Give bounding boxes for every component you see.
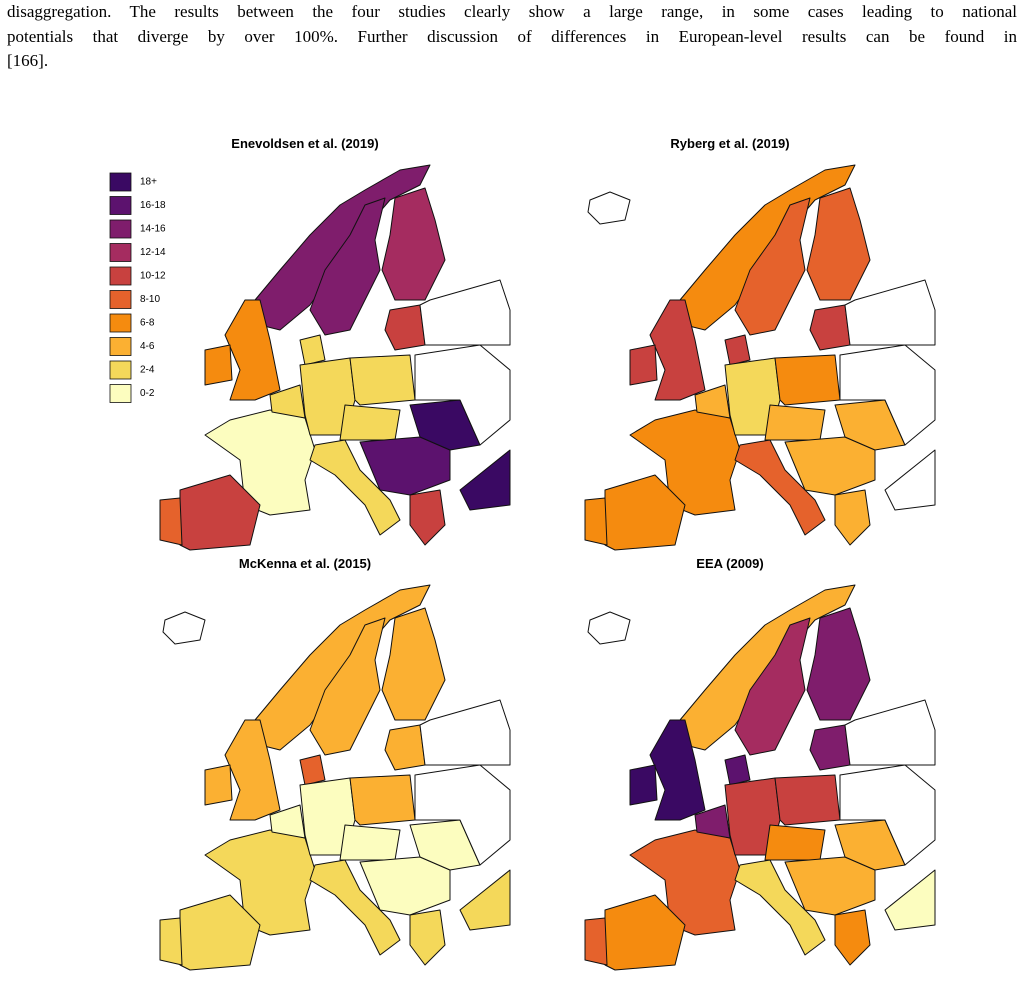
country <box>349 354 416 406</box>
country <box>159 917 183 966</box>
panel-title: EEA (2009) <box>696 556 763 571</box>
country <box>834 819 906 871</box>
country <box>381 607 446 721</box>
country <box>724 754 751 786</box>
legend-swatch <box>109 219 132 239</box>
country <box>384 304 426 351</box>
country <box>884 449 936 511</box>
legend-swatch <box>109 243 132 262</box>
country <box>419 699 511 766</box>
panel-title: McKenna et al. (2015) <box>239 556 371 571</box>
map <box>159 584 511 971</box>
country <box>299 754 326 786</box>
country <box>309 859 401 956</box>
country <box>339 824 401 861</box>
country <box>834 909 871 966</box>
country <box>734 197 811 336</box>
country <box>269 804 306 839</box>
country <box>339 404 401 441</box>
country <box>834 489 871 546</box>
country <box>724 334 751 366</box>
country <box>884 869 936 931</box>
country <box>809 724 851 771</box>
country <box>629 344 658 386</box>
country <box>839 764 936 866</box>
country <box>204 764 233 806</box>
country <box>162 611 206 645</box>
country <box>409 909 446 966</box>
country <box>844 279 936 346</box>
country <box>587 191 631 225</box>
map <box>584 164 936 551</box>
legend-label: 2-4 <box>140 365 155 376</box>
country <box>806 607 871 721</box>
country <box>414 344 511 446</box>
paragraph: disaggregation. The results between the … <box>7 0 1017 74</box>
country <box>381 187 446 301</box>
country <box>584 497 608 546</box>
legend-swatch <box>109 360 132 380</box>
country <box>734 617 811 756</box>
legend-label: 0-2 <box>140 388 155 399</box>
country <box>694 804 731 839</box>
legend-swatch <box>109 384 132 403</box>
country <box>694 384 731 419</box>
legend-label: 18+ <box>140 177 157 188</box>
map <box>584 584 936 971</box>
legend-label: 14-16 <box>140 224 166 235</box>
country <box>409 489 446 546</box>
panel-title: Ryberg et al. (2019) <box>670 136 789 151</box>
legend-swatch <box>109 337 132 356</box>
country <box>629 764 658 806</box>
country <box>584 917 608 966</box>
legend-swatch <box>109 313 132 333</box>
country <box>309 197 386 336</box>
text-line: potentials that diverge by over 100%. Fu… <box>7 26 1017 46</box>
country <box>349 774 416 826</box>
legend-label: 8-10 <box>140 294 160 305</box>
country <box>774 354 841 406</box>
country <box>459 869 511 931</box>
legend-swatch <box>109 290 132 309</box>
country <box>734 859 826 956</box>
legend-label: 12-14 <box>140 247 166 258</box>
map <box>159 164 511 551</box>
legend-swatch <box>109 196 132 215</box>
country <box>844 699 936 766</box>
country <box>384 724 426 771</box>
text-line: disaggregation. The results between the … <box>7 2 1017 21</box>
country <box>409 399 481 451</box>
legend-label: 6-8 <box>140 318 155 329</box>
legend-swatch <box>109 266 132 286</box>
country <box>309 439 401 536</box>
country <box>839 344 936 446</box>
country <box>809 304 851 351</box>
legend-label: 10-12 <box>140 271 166 282</box>
country <box>834 399 906 451</box>
country <box>587 611 631 645</box>
legend-label: 16-18 <box>140 200 166 211</box>
country <box>299 334 326 366</box>
legend-swatch <box>109 172 132 192</box>
country <box>774 774 841 826</box>
country <box>806 187 871 301</box>
country <box>764 404 826 441</box>
text-line: [166]. <box>7 51 49 70</box>
country <box>764 824 826 861</box>
country <box>414 764 511 866</box>
country <box>269 384 306 419</box>
country <box>409 819 481 871</box>
country <box>309 617 386 756</box>
country <box>419 279 511 346</box>
country <box>204 344 233 386</box>
country <box>459 449 511 511</box>
country <box>734 439 826 536</box>
legend-label: 4-6 <box>140 341 155 352</box>
panel-title: Enevoldsen et al. (2019) <box>231 136 378 151</box>
country <box>159 497 183 546</box>
